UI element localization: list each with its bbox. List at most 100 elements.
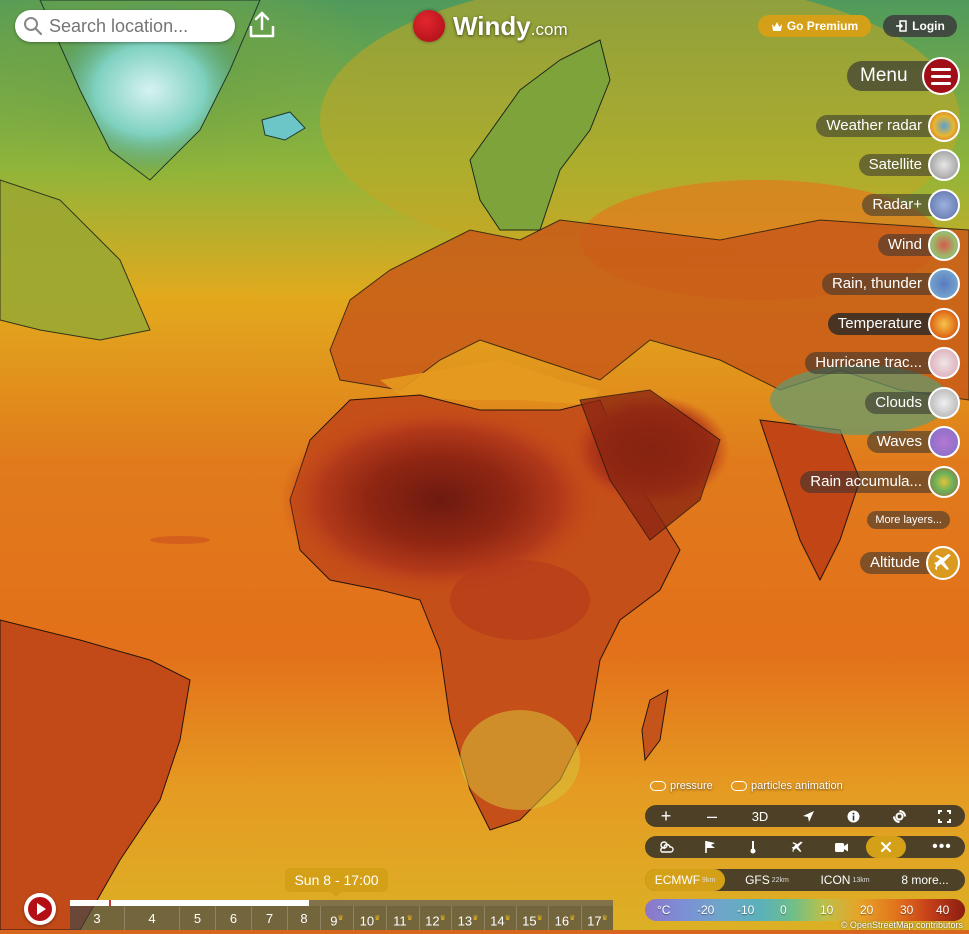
model-name: ICON	[820, 873, 851, 887]
windy-logo[interactable]: Windy .com	[413, 8, 568, 44]
info-icon[interactable]	[840, 805, 866, 827]
layer-rain-thunder[interactable]: Rain, thunder	[821, 266, 960, 302]
layer-label: Waves	[866, 431, 942, 453]
layer-label: Satellite	[858, 154, 942, 176]
hamburger-icon[interactable]	[922, 57, 960, 95]
day-number: 14	[490, 913, 505, 929]
premium-crown-icon: ♛	[536, 915, 543, 922]
timeline-days[interactable]: 3 4 5 6 7 8 9♛ 10♛ 11♛ 12♛ 13♛ 14♛ 15♛ 16♛ 17♛	[70, 906, 613, 930]
layer-label: Weather radar	[816, 115, 942, 137]
toggle-switch-icon	[731, 781, 747, 791]
legend-value: 30	[900, 903, 914, 917]
more-layers-button[interactable]: More layers...	[867, 511, 950, 529]
particles-toggle[interactable]: particles animation	[731, 780, 843, 792]
day-number: 4	[148, 911, 156, 926]
model-name: GFS	[745, 873, 770, 887]
day-number: 13	[457, 913, 473, 929]
wind-icon	[928, 229, 960, 261]
layer-label: Wind	[877, 234, 942, 256]
toggle-switch-icon	[650, 781, 666, 791]
premium-crown-icon: ♛	[406, 915, 413, 922]
layer-rain-accumulation[interactable]: Rain accumula...	[800, 464, 960, 500]
search-icon	[24, 17, 43, 36]
layer-label: Rain accumula...	[800, 471, 942, 493]
fullscreen-icon[interactable]	[931, 805, 957, 827]
zoom-in-button[interactable]: +	[660, 805, 672, 826]
temperature-legend[interactable]: °C -20 -10 0 10 20 30 40	[645, 899, 965, 921]
timeline-progress	[70, 900, 309, 906]
timeline-day-3[interactable]: 3	[70, 906, 124, 930]
pressure-toggle[interactable]: pressure	[650, 780, 713, 792]
model-8-more[interactable]: 8 more...	[890, 869, 960, 891]
close-icon[interactable]	[866, 836, 906, 858]
thermometer-icon[interactable]	[740, 836, 766, 858]
timeline-day-10[interactable]: 10♛	[353, 906, 386, 930]
timeline-day-13[interactable]: 13♛	[451, 906, 484, 930]
day-number: 15	[522, 913, 537, 929]
timeline-day-6[interactable]: 6	[215, 906, 251, 930]
go-premium-button[interactable]: Go Premium	[758, 15, 871, 37]
layer-waves[interactable]: Waves	[866, 424, 960, 460]
weather-icon[interactable]	[653, 836, 679, 858]
particles-label: particles animation	[751, 780, 843, 792]
more-options-icon[interactable]: •••	[932, 838, 952, 855]
layer-wind[interactable]: Wind	[877, 227, 960, 263]
current-time-label: Sun 8 - 17:00	[285, 868, 388, 897]
timeline-day-15[interactable]: 15♛	[516, 906, 548, 930]
locate-icon[interactable]	[795, 805, 821, 827]
day-number: 10	[359, 913, 375, 929]
timeline-day-4[interactable]: 4	[124, 906, 179, 930]
layer-label: Clouds	[865, 392, 942, 414]
menu-button[interactable]: Menu	[847, 57, 963, 95]
timeline-day-14[interactable]: 14♛	[484, 906, 516, 930]
layer-weather-radar[interactable]: Weather radar	[816, 108, 960, 144]
day-number: 3	[93, 911, 101, 926]
3d-button[interactable]: 3D	[751, 808, 769, 824]
share-icon[interactable]	[248, 10, 276, 40]
airport-icon[interactable]	[784, 836, 810, 858]
search-box[interactable]	[15, 10, 235, 42]
layer-clouds[interactable]: Clouds	[865, 385, 960, 421]
timeline-day-8[interactable]: 8	[287, 906, 320, 930]
hurricane-icon[interactable]	[886, 805, 912, 827]
timeline-day-12[interactable]: 12♛	[419, 906, 451, 930]
model-resolution: 22km	[771, 876, 789, 884]
timeline-day-16[interactable]: 16♛	[548, 906, 581, 930]
model-ecmwf[interactable]: ECMWF 9km	[645, 869, 725, 891]
weather-radar-icon	[928, 110, 960, 142]
webcam-icon[interactable]	[828, 836, 854, 858]
layer-temperature[interactable]: Temperature	[827, 306, 960, 342]
timeline-day-17[interactable]: 17♛	[581, 906, 613, 930]
layer-hurricane[interactable]: Hurricane trac...	[805, 345, 960, 381]
play-button[interactable]	[24, 893, 56, 925]
search-input[interactable]	[47, 14, 231, 38]
model-name: 8 more...	[901, 873, 949, 887]
premium-crown-icon: ♛	[472, 915, 479, 922]
map-credit[interactable]: © OpenStreetMap contributors	[840, 920, 963, 930]
timeline-track[interactable]	[70, 900, 613, 930]
zoom-out-button[interactable]: –	[706, 805, 717, 826]
premium-crown-icon: ♛	[337, 915, 344, 922]
flag-icon[interactable]	[697, 836, 723, 858]
login-button[interactable]: Login	[883, 15, 957, 37]
timeline-day-7[interactable]: 7	[251, 906, 287, 930]
rain-accumulation-icon	[928, 466, 960, 498]
layer-radar-plus[interactable]: Radar+	[862, 187, 960, 223]
timeline-day-9[interactable]: 9♛	[320, 906, 353, 930]
timeline-remaining	[308, 900, 613, 906]
altitude-button[interactable]: Altitude	[859, 545, 960, 581]
clouds-icon	[928, 387, 960, 419]
model-gfs[interactable]: GFS 22km	[733, 869, 801, 891]
layer-label: Hurricane trac...	[805, 352, 942, 374]
day-number: 7	[265, 911, 274, 926]
timeline-day-5[interactable]: 5	[179, 906, 215, 930]
model-icon[interactable]: ICON 13km	[810, 869, 880, 891]
legend-value: -10	[737, 903, 755, 917]
hurricane-icon	[928, 347, 960, 379]
crown-icon	[771, 21, 782, 31]
windy-logo-icon	[413, 10, 445, 42]
timeline-day-11[interactable]: 11♛	[386, 906, 419, 930]
day-number: 6	[229, 911, 238, 926]
layer-satellite[interactable]: Satellite	[858, 147, 960, 183]
